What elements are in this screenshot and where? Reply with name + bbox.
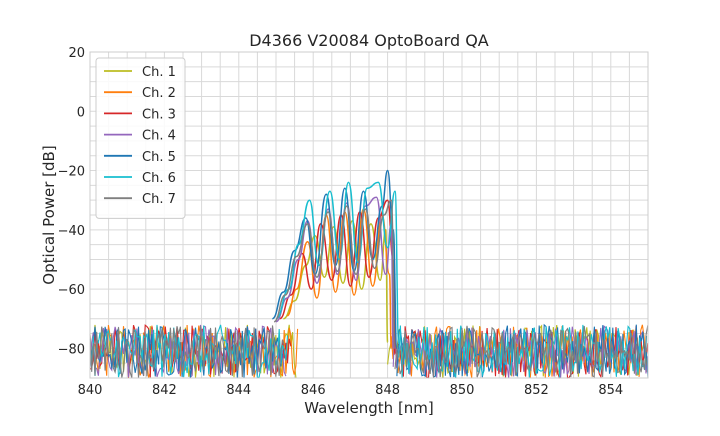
x-tick-label: 844 xyxy=(226,383,251,398)
series-line-ch-7 xyxy=(273,199,396,350)
noise-trace-left xyxy=(89,325,285,379)
noise-trace-left xyxy=(89,324,289,379)
series-line-ch-6 xyxy=(275,181,400,344)
plot-frame xyxy=(89,51,649,379)
legend-entry: Ch. 1 xyxy=(142,65,176,80)
legend-entry: Ch. 6 xyxy=(142,171,176,186)
series-line-ch-3 xyxy=(279,199,396,356)
noise-trace-right xyxy=(394,325,649,378)
y-tick-label: 0 xyxy=(77,105,85,120)
x-tick-label: 842 xyxy=(152,383,177,398)
legend-box xyxy=(95,57,186,219)
legend-entry: Ch. 4 xyxy=(142,129,176,144)
x-tick-label: 854 xyxy=(598,383,623,398)
y-tick-label: 20 xyxy=(68,46,85,61)
x-tick-label: 846 xyxy=(301,383,326,398)
legend-entry: Ch. 5 xyxy=(142,150,176,165)
x-tick-label: 848 xyxy=(375,383,400,398)
x-axis-label: Wavelength [nm] xyxy=(304,399,434,417)
legend-entry: Ch. 3 xyxy=(142,107,176,122)
y-tick-label: −40 xyxy=(58,224,85,239)
series-lines xyxy=(271,169,400,356)
y-tick-label: −60 xyxy=(58,283,85,298)
legend: Ch. 1 Ch. 2 Ch. 3 Ch. 4 Ch. 5 Ch. 6 Ch. 7 xyxy=(95,57,186,219)
x-tick-label: 840 xyxy=(78,383,103,398)
y-tick-label: −80 xyxy=(58,342,85,357)
legend-entry: Ch. 7 xyxy=(142,192,176,207)
x-tick-label: 852 xyxy=(524,383,549,398)
x-tick-label: 850 xyxy=(450,383,475,398)
y-axis-label: Optical Power [dB] xyxy=(40,145,58,284)
noise-floor xyxy=(89,323,649,379)
noise-trace-left xyxy=(89,324,299,378)
chart-title: D4366 V20084 OptoBoard QA xyxy=(249,31,489,50)
legend-entry: Ch. 2 xyxy=(142,86,176,101)
tick-labels: 840 842 844 846 848 850 852 854 20 0 −20 −40 −60 −80 xyxy=(58,46,624,398)
y-tick-label: −20 xyxy=(58,165,85,180)
